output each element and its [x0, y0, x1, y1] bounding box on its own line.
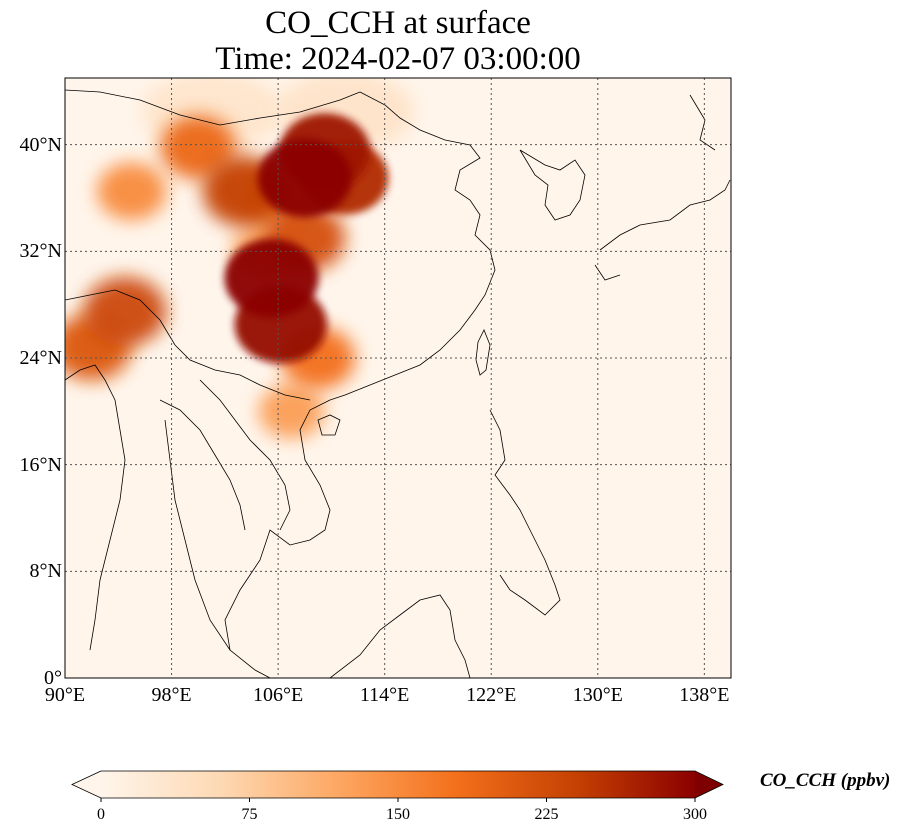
korea-coastline	[519, 149, 586, 221]
thailand-border	[159, 399, 246, 531]
map-gridlines	[65, 78, 731, 678]
malay-peninsula-coastline	[164, 419, 231, 651]
china-coastline	[329, 91, 496, 401]
map-background	[65, 78, 731, 678]
lat-tick-label: 8°N	[29, 560, 62, 583]
colorbar-gradient	[101, 771, 695, 798]
colorbar-tick-label: 75	[241, 806, 258, 823]
mongolia-border	[65, 89, 361, 126]
map-title: CO_CCH at surface	[265, 5, 531, 41]
co-concentration-field	[65, 78, 415, 439]
coastlines-borders	[65, 89, 731, 678]
lon-tick-label: 130°E	[572, 684, 623, 706]
colorbar-tick-label: 150	[386, 806, 410, 823]
map-subtitle-time: Time: 2024-02-07 03:00:00	[215, 41, 581, 77]
plume-cell	[258, 384, 325, 439]
philippines-coastline	[489, 409, 561, 616]
borneo-coastline	[329, 594, 471, 678]
lon-tick-label: 106°E	[253, 684, 304, 706]
colorbar-tick-label: 225	[534, 806, 559, 823]
colorbar	[71, 770, 724, 802]
map-frame	[64, 77, 732, 679]
lat-tick-label: 24°N	[19, 347, 62, 369]
plume-cell	[83, 276, 167, 346]
lon-tick-label: 98°E	[151, 684, 192, 706]
colorbar-extend-min	[72, 771, 101, 798]
indochina-coastline	[224, 399, 331, 678]
colorbar-extend-max	[695, 771, 723, 798]
lat-tick-label: 0°	[44, 667, 62, 689]
taiwan-coastline	[475, 329, 491, 376]
bay-of-bengal-coastline	[65, 364, 126, 651]
colorbar-tick-label: 300	[683, 806, 707, 823]
south-border	[65, 289, 311, 401]
lon-tick-label: 114°E	[359, 684, 410, 706]
plume-cell	[97, 162, 167, 221]
plume-cell	[257, 138, 352, 218]
lat-tick-label: 40°N	[19, 133, 62, 156]
lon-tick-label: 122°E	[466, 684, 517, 706]
lat-tick-label: 16°N	[19, 453, 62, 476]
lon-tick-label: 90°E	[44, 684, 86, 706]
colorbar-title: CO_CCH (ppbv)	[760, 770, 891, 791]
lon-tick-label: 138°E	[679, 684, 730, 706]
plume-cell	[160, 115, 237, 179]
laos-vietnam-border	[199, 379, 291, 531]
lat-tick-label: 32°N	[19, 240, 62, 263]
plume-cell	[224, 238, 319, 318]
hainan-coastline	[317, 414, 341, 436]
japan-coastline	[594, 94, 731, 281]
colorbar-tick-label: 0	[97, 806, 105, 823]
